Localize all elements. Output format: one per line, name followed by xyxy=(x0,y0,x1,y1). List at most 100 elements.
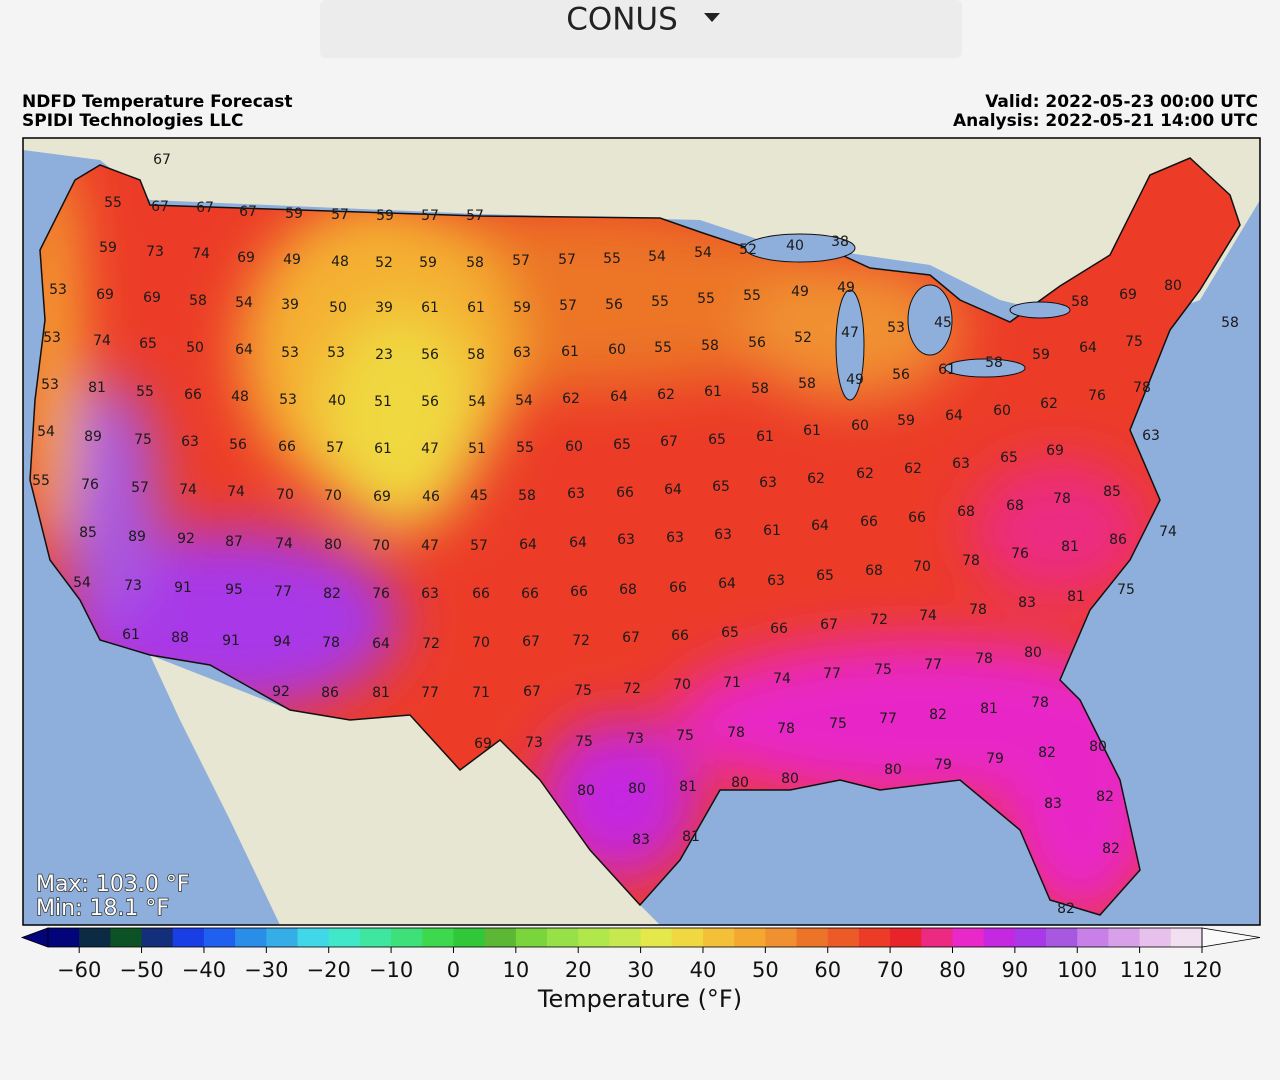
station-temp: 67 xyxy=(196,200,214,216)
station-temp: 75 xyxy=(829,716,847,732)
station-temp: 64 xyxy=(718,576,736,592)
station-temp: 52 xyxy=(739,242,757,258)
colorbar-tick-label: 10 xyxy=(502,958,529,982)
station-temp: 76 xyxy=(372,586,390,602)
station-temp: 82 xyxy=(1102,841,1120,857)
station-temp: 58 xyxy=(466,255,484,271)
station-temp: 55 xyxy=(32,473,50,489)
station-temp: 70 xyxy=(472,635,490,651)
colorbar-bin xyxy=(1170,928,1203,947)
station-temp: 61 xyxy=(374,441,392,457)
station-temp: 59 xyxy=(513,300,531,316)
station-temp: 66 xyxy=(860,514,878,530)
station-temp: 58 xyxy=(798,376,816,392)
station-temp: 45 xyxy=(470,488,488,504)
station-temp: 63 xyxy=(767,573,785,589)
station-temp: 72 xyxy=(422,636,440,652)
station-temp: 65 xyxy=(139,336,157,352)
colorbar-bin xyxy=(702,928,735,947)
colorbar-bin xyxy=(734,928,766,947)
station-temp: 55 xyxy=(654,340,672,356)
colorbar-tick-label: 20 xyxy=(565,958,592,982)
station-temp: 63 xyxy=(617,532,635,548)
station-temp: 63 xyxy=(421,586,439,602)
station-temp: 63 xyxy=(759,475,777,491)
map-frame xyxy=(22,137,1261,926)
colorbar-bin xyxy=(453,928,486,947)
station-temp: 72 xyxy=(572,633,590,649)
station-temp: 62 xyxy=(1040,396,1058,412)
colorbar-bin xyxy=(1139,928,1172,947)
station-temp: 66 xyxy=(669,580,687,596)
colorbar-bin xyxy=(141,928,174,947)
station-temp: 58 xyxy=(1071,294,1089,310)
colorbar-bin xyxy=(765,928,798,947)
station-temp: 59 xyxy=(285,206,303,222)
station-temp: 91 xyxy=(174,580,192,596)
station-temp: 86 xyxy=(321,685,339,701)
station-temp: 74 xyxy=(93,333,111,349)
dropdown-arrow[interactable] xyxy=(704,13,720,22)
station-temp: 70 xyxy=(913,559,931,575)
colorbar-tick-label: 90 xyxy=(1001,958,1028,982)
station-temp: 61 xyxy=(122,627,140,643)
colorbar-tick-label: 70 xyxy=(877,958,904,982)
colorbar-tick-label: 40 xyxy=(690,958,717,982)
colorbar-tick-label: 100 xyxy=(1057,958,1097,982)
station-temp: 80 xyxy=(577,783,595,799)
station-temp: 61 xyxy=(803,423,821,439)
station-temp: 74 xyxy=(179,482,197,498)
colorbar-under xyxy=(20,927,49,948)
colorbar-bin xyxy=(1014,928,1047,947)
station-temp: 65 xyxy=(1000,450,1018,466)
station-temp: 68 xyxy=(1006,498,1024,514)
station-temp: 66 xyxy=(278,439,296,455)
colorbar-tick-label: −60 xyxy=(57,958,101,982)
colorbar-tick-label: −30 xyxy=(244,958,288,982)
colorbar-bin xyxy=(203,928,236,947)
station-temp: 60 xyxy=(608,342,626,358)
station-temp: 69 xyxy=(143,290,161,306)
colorbar-bin xyxy=(671,928,704,947)
region-label[interactable]: CONUS xyxy=(566,2,678,38)
station-temp: 81 xyxy=(88,380,106,396)
station-temp: 66 xyxy=(908,510,926,526)
region-dropdown[interactable] xyxy=(320,0,962,58)
station-temp: 65 xyxy=(708,432,726,448)
station-temp: 66 xyxy=(472,586,490,602)
station-temp: 75 xyxy=(676,728,694,744)
colorbar-tick-label: 80 xyxy=(939,958,966,982)
station-temp: 61 xyxy=(938,362,956,378)
station-temp: 55 xyxy=(697,291,715,307)
colorbar-bin xyxy=(515,928,548,947)
station-temp: 64 xyxy=(372,636,390,652)
station-temp: 76 xyxy=(1088,388,1106,404)
station-temp: 79 xyxy=(934,757,952,773)
station-temp: 80 xyxy=(1024,645,1042,661)
station-temp: 57 xyxy=(131,480,149,496)
colorbar-bin xyxy=(827,928,860,947)
lake-ontario xyxy=(1009,301,1071,319)
station-temp: 80 xyxy=(884,762,902,778)
colorbar-frame xyxy=(47,927,1203,948)
station-temp: 78 xyxy=(777,721,795,737)
station-temp: 64 xyxy=(811,518,829,534)
station-temp: 48 xyxy=(331,254,349,270)
station-temp: 89 xyxy=(84,429,102,445)
station-temp: 74 xyxy=(227,484,245,500)
station-temp: 67 xyxy=(660,434,678,450)
station-temp: 57 xyxy=(470,538,488,554)
station-temp: 48 xyxy=(231,389,249,405)
station-temp: 82 xyxy=(929,707,947,723)
field-carolinas xyxy=(970,460,1150,600)
station-temp: 77 xyxy=(274,584,292,600)
station-temp: 79 xyxy=(986,751,1004,767)
station-temp: 59 xyxy=(376,208,394,224)
station-temp: 70 xyxy=(673,677,691,693)
colorbar-bin xyxy=(640,928,673,947)
station-temp: 40 xyxy=(786,238,804,254)
station-temp: 81 xyxy=(682,829,700,845)
station-temp: 54 xyxy=(468,394,486,410)
station-temp: 78 xyxy=(975,651,993,667)
